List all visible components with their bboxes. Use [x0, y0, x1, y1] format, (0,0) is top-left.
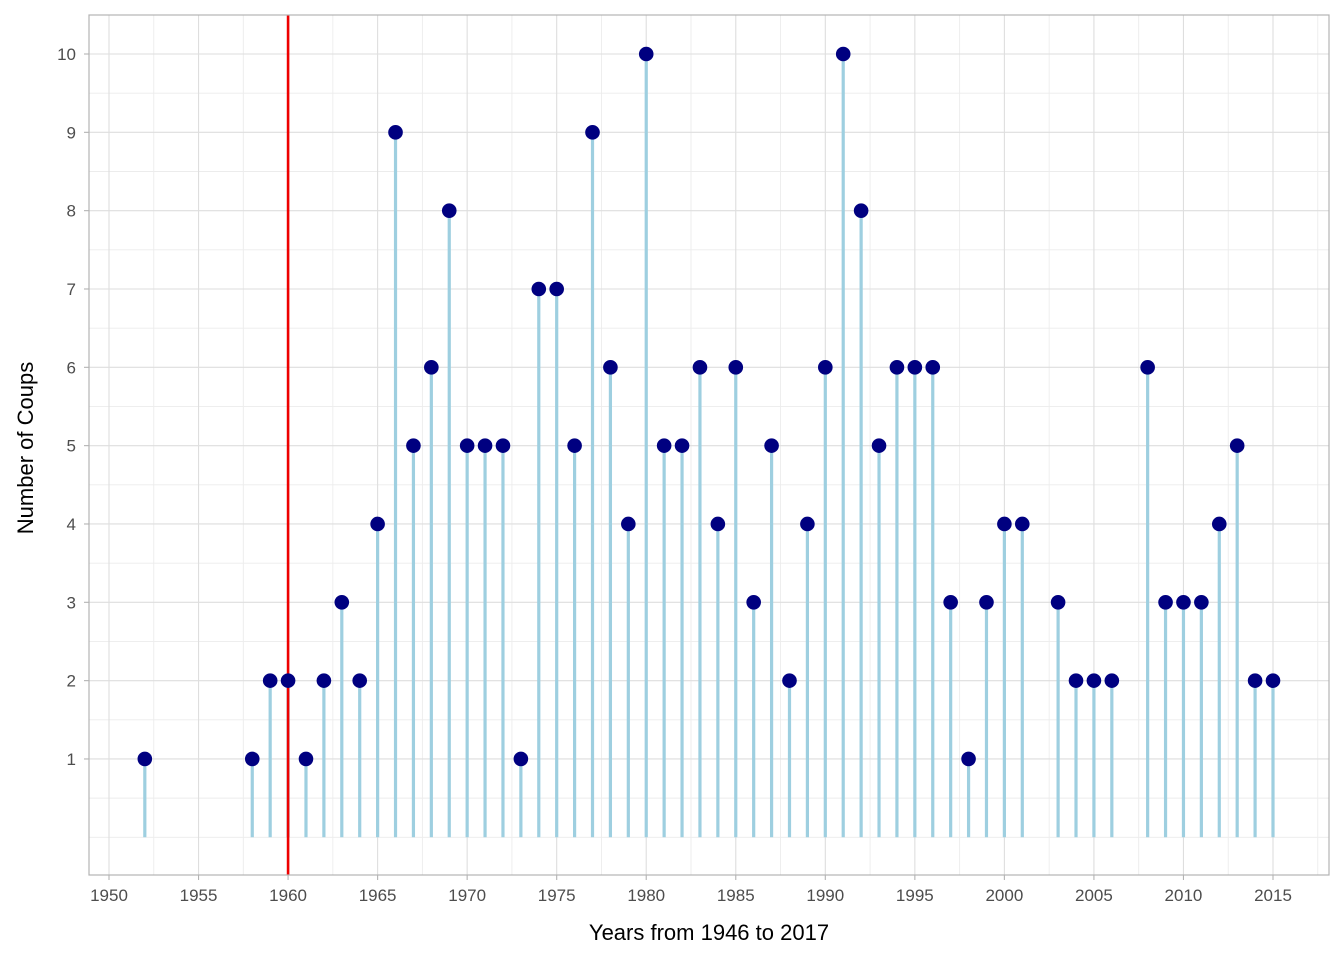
point-1965 [370, 516, 385, 532]
point-1999 [979, 595, 994, 610]
y-tick-label: 10 [57, 45, 76, 64]
point-1975 [549, 281, 564, 297]
point-1993 [871, 438, 887, 453]
point-2012 [1211, 516, 1227, 532]
x-tick-label: 1990 [806, 886, 844, 905]
point-2015 [1265, 673, 1281, 688]
point-1988 [782, 673, 797, 688]
point-1970 [459, 438, 475, 453]
point-1977 [585, 125, 600, 140]
x-tick-label: 2005 [1075, 886, 1113, 905]
point-1987 [764, 438, 779, 453]
x-tick-label: 1975 [538, 886, 576, 905]
point-1981 [656, 438, 672, 453]
y-tick-label: 1 [67, 750, 76, 769]
point-1974 [531, 281, 547, 297]
point-1997 [943, 595, 958, 610]
point-1985 [728, 360, 744, 375]
point-2008 [1140, 360, 1155, 375]
point-1959 [262, 673, 278, 688]
point-1995 [907, 360, 923, 375]
y-tick-label: 6 [67, 358, 76, 377]
point-1989 [800, 516, 815, 532]
x-tick-label: 2000 [985, 886, 1023, 905]
point-1966 [388, 125, 403, 140]
y-axis-ticks: 1 2 3 4 5 6 7 8 9 10 [57, 45, 89, 769]
x-tick-label: 1955 [180, 886, 218, 905]
panel-border [88, 14, 1330, 876]
point-1968 [424, 360, 439, 375]
y-tick-label: 2 [67, 672, 76, 691]
point-2009 [1158, 595, 1173, 610]
point-1973 [513, 751, 529, 767]
point-1958 [244, 751, 260, 767]
point-1983 [692, 360, 708, 375]
point-1998 [961, 751, 976, 767]
point-1952 [137, 751, 153, 767]
point-2014 [1247, 673, 1263, 688]
x-tick-label: 1965 [359, 886, 397, 905]
point-2000 [997, 516, 1012, 532]
point-2003 [1050, 595, 1066, 610]
lollipop-stems [143, 54, 1275, 838]
x-tick-label: 1970 [448, 886, 486, 905]
point-2004 [1068, 673, 1084, 688]
point-1986 [746, 595, 761, 610]
x-tick-label: 1960 [269, 886, 307, 905]
x-axis-ticks: 1950 1955 1960 1965 1970 1975 1980 1985 1990 1995… [90, 875, 1292, 905]
y-tick-label: 3 [67, 593, 76, 612]
point-1984 [710, 516, 726, 532]
point-2005 [1086, 673, 1102, 688]
minor-gridlines [89, 15, 1329, 875]
x-tick-label: 1985 [717, 886, 755, 905]
point-1961 [298, 751, 314, 767]
point-1978 [603, 360, 618, 375]
point-1996 [925, 360, 941, 375]
point-2006 [1104, 673, 1120, 688]
point-2010 [1176, 595, 1191, 610]
y-axis-title: Number of Coups [13, 362, 38, 534]
y-tick-label: 5 [67, 437, 76, 456]
x-tick-label: 1980 [627, 886, 665, 905]
point-1982 [674, 438, 690, 453]
point-1967 [406, 438, 421, 453]
point-1980 [638, 46, 654, 62]
point-1991 [835, 46, 851, 62]
y-tick-label: 8 [67, 202, 76, 221]
y-tick-label: 9 [67, 123, 76, 142]
x-tick-label: 2010 [1165, 886, 1203, 905]
y-tick-label: 7 [67, 280, 76, 299]
point-1971 [477, 438, 493, 453]
point-1969 [441, 203, 457, 218]
point-1976 [567, 438, 582, 453]
point-1972 [495, 438, 511, 453]
point-2001 [1014, 516, 1030, 532]
point-2013 [1229, 438, 1245, 453]
x-axis-title: Years from 1946 to 2017 [589, 920, 829, 945]
point-1962 [316, 673, 332, 688]
lollipop-points [137, 46, 1281, 767]
y-tick-label: 4 [67, 515, 76, 534]
x-tick-label: 2015 [1254, 886, 1292, 905]
point-1979 [621, 516, 636, 532]
x-tick-label: 1950 [90, 886, 128, 905]
point-1964 [352, 673, 368, 688]
x-tick-label: 1995 [896, 886, 934, 905]
point-1992 [853, 203, 869, 218]
point-1960 [280, 673, 296, 688]
point-1963 [334, 595, 350, 610]
point-1990 [818, 360, 833, 375]
point-1994 [889, 360, 905, 375]
point-2011 [1194, 595, 1209, 610]
